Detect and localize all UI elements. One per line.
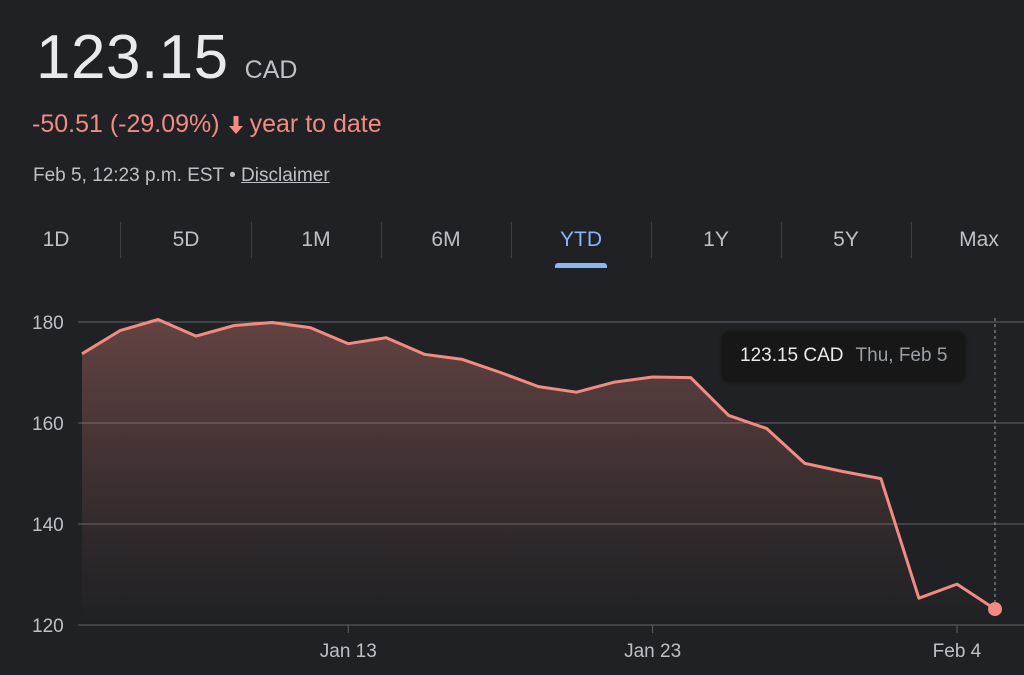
tooltip-date: Thu, Feb 5 [855, 345, 948, 366]
tab-1y[interactable]: 1Y [703, 228, 729, 251]
tab-ytd[interactable]: YTD [540, 218, 622, 268]
currency-label: CAD [244, 56, 298, 84]
y-tick-label: 160 [32, 414, 64, 435]
change-period: year to date [249, 110, 382, 138]
tab-5y[interactable]: 5Y [833, 228, 859, 251]
tab-divider [381, 222, 382, 258]
timestamp: Feb 5, 12:23 p.m. EST [33, 165, 224, 186]
time-range-tabs: 1D 5D 1M 6M YTD 1Y 5Y Max [0, 218, 1024, 270]
separator: • [229, 165, 236, 186]
price-header: 123.15 CAD [36, 22, 297, 93]
y-tick-label: 140 [32, 515, 64, 536]
x-tick-label: Jan 23 [624, 641, 681, 662]
current-price: 123.15 [36, 23, 229, 92]
tab-5d[interactable]: 5D [172, 228, 200, 251]
tab-6m[interactable]: 6M [431, 228, 461, 251]
arrow-down-icon [228, 115, 244, 135]
x-tick-label: Feb 4 [933, 641, 982, 662]
quote-meta: Feb 5, 12:23 p.m. EST • Disclaimer [33, 165, 330, 187]
y-tick-label: 180 [32, 313, 64, 334]
tab-1d[interactable]: 1D [42, 228, 70, 251]
tab-ytd-label: YTD [560, 228, 602, 251]
price-area [82, 319, 995, 625]
tab-divider [651, 222, 652, 258]
disclaimer-link[interactable]: Disclaimer [241, 165, 330, 186]
change-value: -50.51 (-29.09%) [32, 110, 220, 138]
price-chart[interactable]: 120 140 160 180 Jan 13 Jan 23 Feb 4 [0, 290, 1024, 675]
tab-divider [781, 222, 782, 258]
chart-tooltip: 123.15 CAD Thu, Feb 5 [722, 331, 966, 381]
price-line [81, 318, 996, 611]
last-point-marker[interactable] [988, 602, 1002, 617]
tab-1m[interactable]: 1M [301, 228, 331, 251]
active-tab-indicator [555, 263, 607, 268]
tab-divider [251, 222, 252, 258]
tab-divider [511, 222, 512, 258]
price-change: -50.51 (-29.09%) year to date [32, 110, 382, 139]
x-tick-label: Jan 13 [320, 641, 377, 662]
tab-divider [911, 222, 912, 258]
tooltip-price: 123.15 CAD [740, 345, 844, 366]
tab-max[interactable]: Max [959, 228, 999, 251]
tab-divider [120, 222, 121, 258]
y-tick-label: 120 [32, 616, 64, 637]
